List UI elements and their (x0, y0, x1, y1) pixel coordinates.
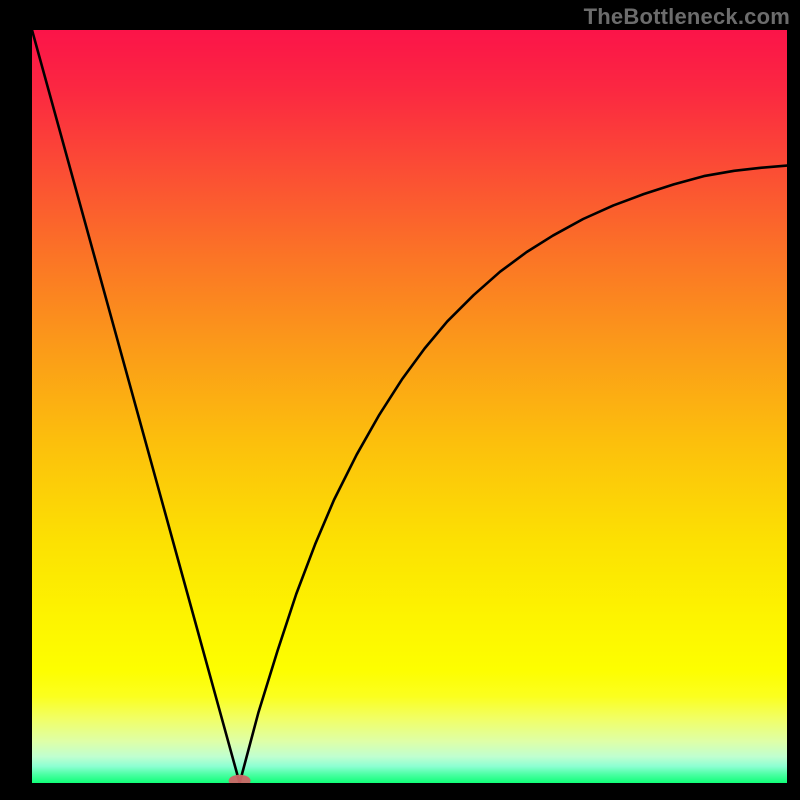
watermark-text: TheBottleneck.com (584, 4, 790, 30)
plot-area (32, 30, 787, 783)
chart-frame: TheBottleneck.com (0, 0, 800, 800)
plot-svg (32, 30, 787, 783)
plot-background (32, 30, 787, 783)
